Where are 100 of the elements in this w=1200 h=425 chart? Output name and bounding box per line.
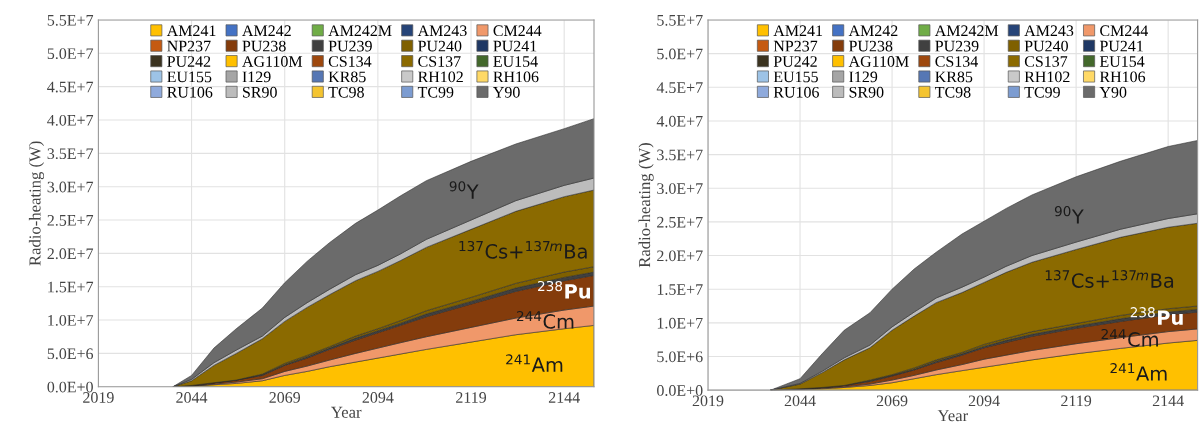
annotation: $^{238}$Pu [538,280,591,299]
legend-label: NP237 [773,40,818,52]
legend-label: KR85 [328,71,366,83]
legend-label: TC99 [417,86,454,98]
x-tick-label: 2094 [362,392,394,403]
x-tick-label: 2019 [83,392,114,403]
x-tick-label: 2069 [269,392,301,403]
x-axis-title: Year [937,410,969,422]
x-tick-label: 2119 [456,392,487,403]
legend-label: Y90 [1099,86,1127,98]
legend-label: AG110M [848,56,909,67]
legend-label: PU238 [242,40,286,52]
annotation: $^{241}$Am [1110,363,1167,381]
legend-label: EU155 [167,71,212,83]
annotation: $^{241}$Am [506,354,563,372]
legend-label: AM241 [773,25,823,36]
legend-label: CS137 [418,56,461,67]
y-tick-label: 2.5E+7 [47,215,94,226]
y-tick-label: 0.0E+0 [47,381,93,393]
annotation: $^{244}$Cm [516,310,574,329]
legend-label: AM242M [328,25,392,36]
legend-label: EU154 [1099,56,1145,67]
y-tick-label: 1.0E+7 [657,317,703,329]
annotation: $^{244}$Cm [1101,328,1158,347]
x-tick-label: 2144 [1152,395,1184,407]
legend-label: PU240 [1024,40,1068,52]
x-tick-label: 2094 [968,395,1000,407]
y-tick-label: 5.0E+7 [657,48,703,60]
y-tick-label: 1.5E+7 [48,281,94,293]
y-tick-label: 5.5E+7 [657,15,703,26]
legend-label: RU106 [773,86,819,98]
legend-label: RH106 [1099,71,1146,83]
legend-label: RH102 [418,71,463,83]
x-tick-label: 2119 [1061,395,1092,407]
legend-label: PU242 [773,56,817,67]
legend-label: PU241 [1099,40,1143,52]
legend-label: AG110M [242,56,303,67]
x-tick-label: 2044 [176,392,208,403]
legend-label: AM242M [934,25,999,36]
legend-label: CS134 [328,56,372,67]
legend-label: KR85 [935,71,973,83]
legend-label: AM241 [166,25,216,36]
legend-label: EU155 [773,71,818,83]
legend-label: PU240 [418,40,462,52]
legend-label: PU241 [493,40,537,52]
legend-label: AM243 [1024,25,1074,37]
legend-label: PU238 [849,40,893,52]
y-tick-label: 1.5E+7 [657,284,703,295]
legend-label: PU242 [167,56,211,67]
legend-label: RU106 [167,86,213,98]
legend-label: CM244 [493,25,542,37]
legend-label: TC99 [1024,86,1060,98]
legend-label: RH102 [1024,71,1070,83]
legend-label: AM242 [848,25,898,36]
y-tick-label: 0.0E+0 [657,385,703,396]
legend-label: SR90 [849,86,884,98]
legend-label: EU154 [493,56,538,67]
legend-label: SR90 [243,86,277,98]
y-tick-label: 3.0E+7 [657,183,703,195]
annotation: $^{238}$Pu [1130,307,1183,325]
y-tick-label: 3.0E+7 [47,181,94,193]
y-tick-label: 5.0E+6 [657,351,703,363]
legend-label: I129 [849,71,878,83]
y-tick-label: 4.5E+7 [47,81,94,93]
legend-label: PU239 [328,40,372,52]
y-tick-label: 5.0E+6 [47,348,94,360]
y-tick-label: 3.5E+7 [47,148,94,160]
legend-label: PU239 [935,40,979,52]
legend-label: I129 [242,71,271,83]
y-tick-label: 5.5E+7 [47,15,94,26]
legend-label: CS134 [935,56,978,67]
x-axis-title: Year [331,406,362,418]
legend-label: CM244 [1100,25,1149,37]
annotation: $^{90}$Y [1054,206,1084,224]
x-tick-label: 2019 [692,395,724,407]
legend-label: NP237 [167,40,211,52]
y-axis-title: Radio-heating (W) [638,143,654,268]
y-tick-label: 2.0E+7 [657,250,703,262]
y-axis-title: Radio-heating (W) [28,141,45,266]
y-tick-label: 4.0E+7 [47,114,94,126]
y-tick-label: 3.5E+7 [657,149,703,161]
y-tick-label: 5.0E+7 [47,48,94,60]
annotation: $^{137}$Cs+$^{137m}$Ba [1045,270,1174,288]
annotation: $^{90}$Y [449,181,479,199]
legend-label: TC98 [328,86,364,98]
y-tick-label: 1.0E+7 [48,314,94,326]
legend-label: RH106 [493,71,539,83]
legend-label: TC98 [935,86,971,98]
legend-label: CS137 [1024,56,1068,67]
y-tick-label: 2.5E+7 [657,216,703,228]
y-tick-label: 2.0E+7 [47,248,94,260]
y-tick-label: 4.5E+7 [656,82,703,94]
x-tick-label: 2044 [784,395,816,407]
legend-label: AM242 [242,25,291,36]
x-tick-label: 2144 [548,392,580,403]
y-tick-label: 4.0E+7 [656,115,703,127]
annotation: $^{137}$Cs+$^{137m}$Ba [459,240,587,259]
legend-label: AM243 [417,25,467,37]
x-tick-label: 2069 [876,395,908,407]
legend-label: Y90 [493,86,520,98]
